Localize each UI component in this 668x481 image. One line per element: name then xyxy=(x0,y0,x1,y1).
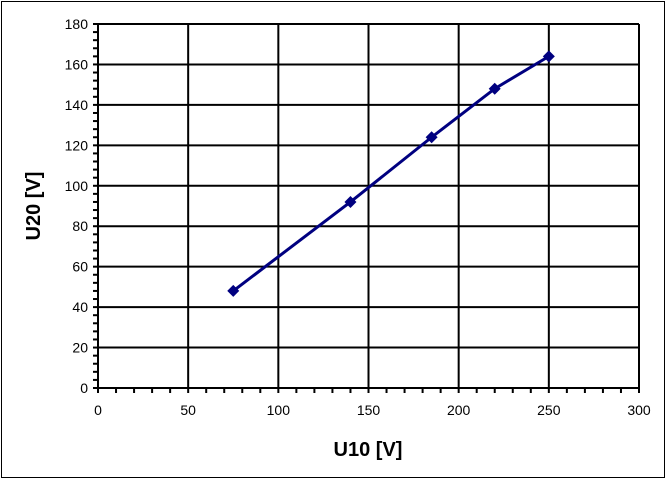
data-point-marker xyxy=(425,131,438,144)
data-point-marker xyxy=(227,284,240,297)
data-point-marker xyxy=(488,82,501,95)
x-tick-label: 0 xyxy=(94,402,102,418)
y-axis-title: U20 [V] xyxy=(23,172,45,241)
y-tick-label: 120 xyxy=(65,137,89,153)
x-tick-label: 200 xyxy=(447,402,471,418)
x-axis-title: U10 [V] xyxy=(334,439,403,461)
gridlines xyxy=(97,23,640,389)
x-tick-label: 50 xyxy=(180,402,196,418)
data-series xyxy=(227,50,555,297)
y-tick-label: 180 xyxy=(65,16,89,32)
y-tick-label: 80 xyxy=(72,218,88,234)
y-tick-label: 100 xyxy=(65,178,89,194)
y-tick-label: 60 xyxy=(72,259,88,275)
y-tick-label: 140 xyxy=(65,97,89,113)
data-point-marker xyxy=(542,50,555,63)
y-tick-label: 160 xyxy=(65,56,89,72)
y-tick-label: 0 xyxy=(80,380,88,396)
series-line xyxy=(232,55,550,293)
y-tick-label: 40 xyxy=(72,299,88,315)
x-tick-label: 250 xyxy=(537,402,561,418)
x-tick-label: 150 xyxy=(357,402,381,418)
tick-labels: 0 20 40 60 80 100 120 140 160 180 0 50 100 150 200 250 3… xyxy=(65,16,651,418)
x-tick-label: 100 xyxy=(267,402,291,418)
x-tick-label: 300 xyxy=(627,402,651,418)
y-tick-label: 20 xyxy=(72,340,88,356)
data-point-marker xyxy=(344,195,357,208)
axis-ticks xyxy=(93,23,640,393)
